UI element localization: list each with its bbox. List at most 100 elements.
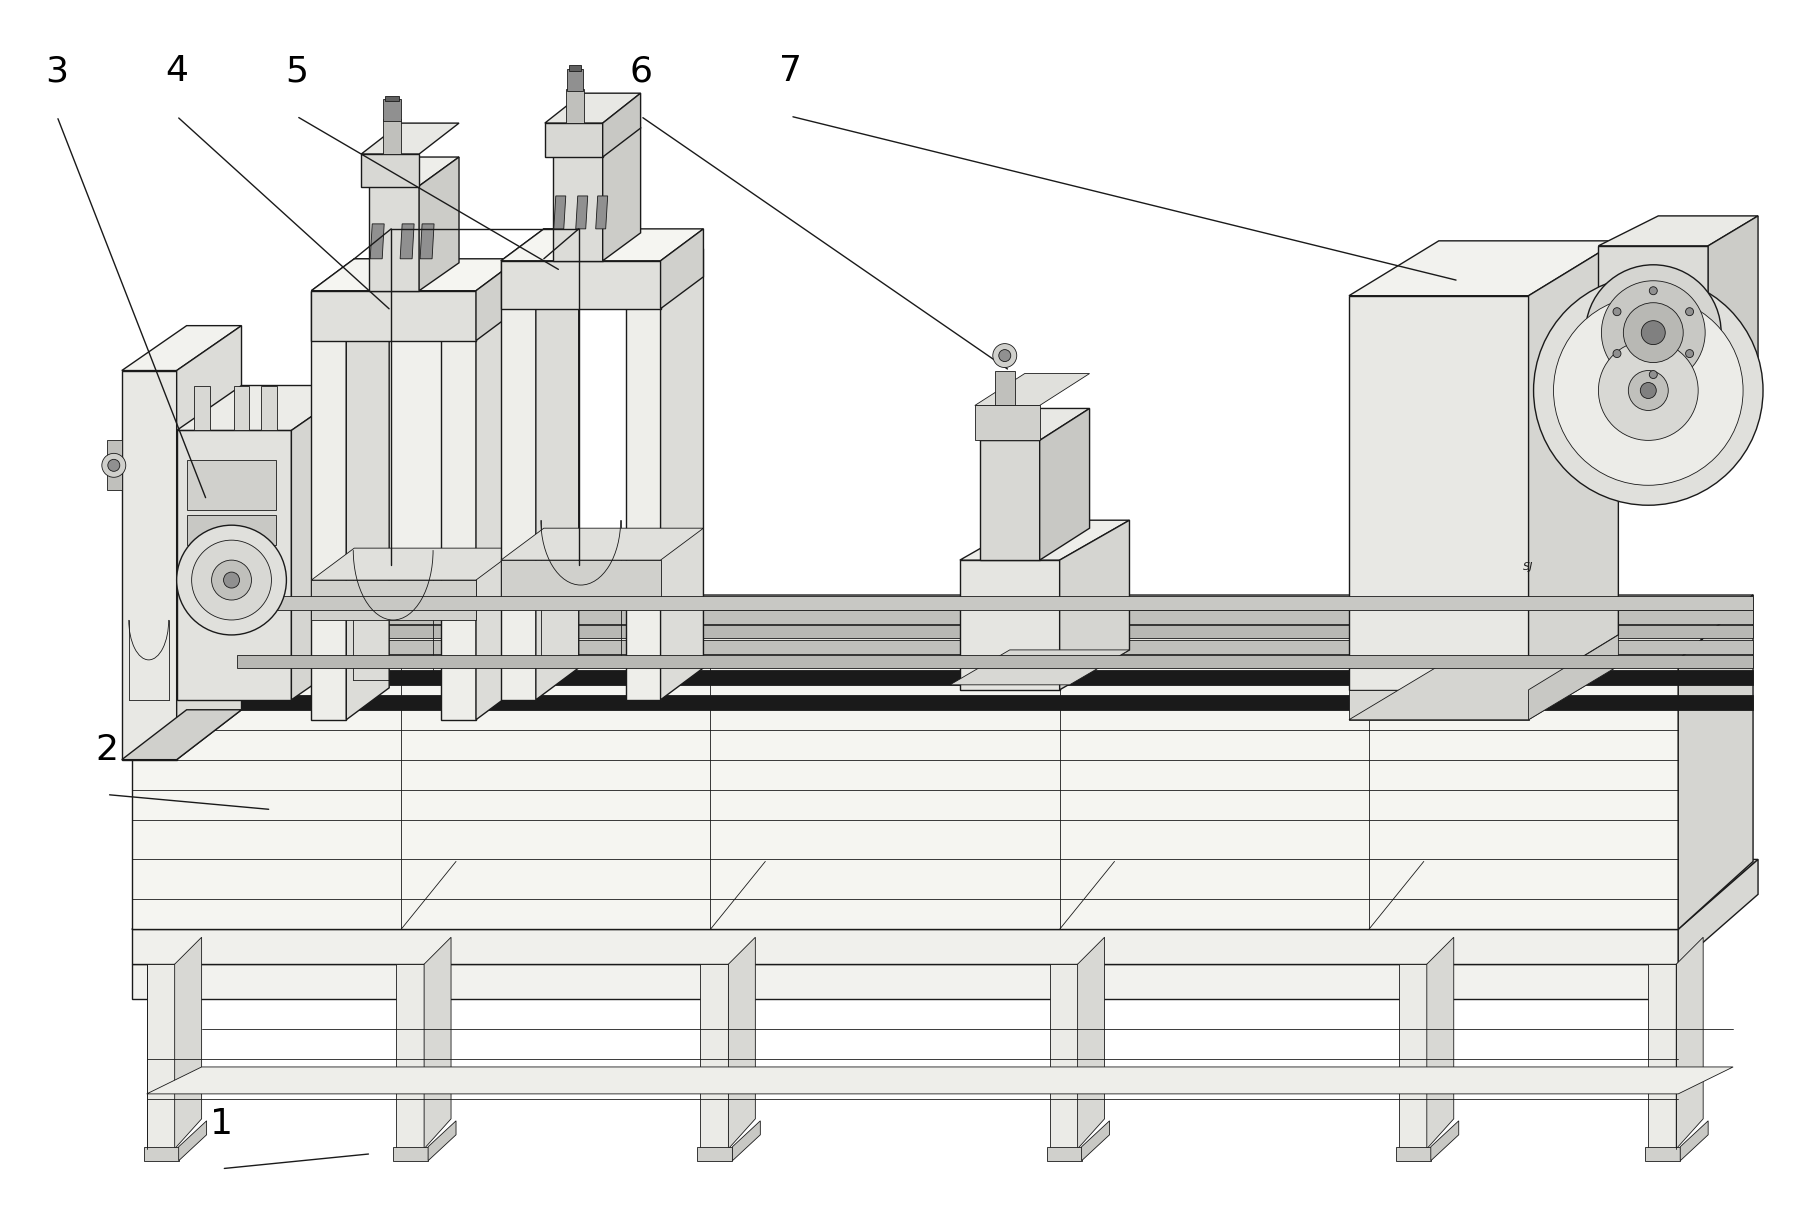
Polygon shape xyxy=(661,248,703,700)
Polygon shape xyxy=(1082,1121,1109,1161)
Polygon shape xyxy=(1046,1146,1082,1161)
Polygon shape xyxy=(576,196,587,229)
Polygon shape xyxy=(566,89,584,123)
Polygon shape xyxy=(237,695,1753,710)
Polygon shape xyxy=(107,441,121,490)
Polygon shape xyxy=(385,96,399,101)
Polygon shape xyxy=(237,610,1753,624)
Text: 4: 4 xyxy=(164,55,188,88)
Polygon shape xyxy=(1599,246,1708,420)
Polygon shape xyxy=(132,595,1753,660)
Polygon shape xyxy=(475,259,519,341)
Polygon shape xyxy=(1677,937,1704,1149)
Polygon shape xyxy=(553,127,641,156)
Polygon shape xyxy=(1395,1146,1431,1161)
Circle shape xyxy=(1614,349,1621,358)
Polygon shape xyxy=(311,291,475,341)
Polygon shape xyxy=(1679,859,1758,964)
Polygon shape xyxy=(625,281,661,700)
Circle shape xyxy=(108,459,119,471)
Circle shape xyxy=(1601,281,1706,385)
Polygon shape xyxy=(1059,520,1129,690)
Polygon shape xyxy=(661,229,703,309)
Polygon shape xyxy=(186,460,276,510)
Polygon shape xyxy=(121,710,242,759)
Polygon shape xyxy=(1350,690,1529,719)
Polygon shape xyxy=(369,157,459,186)
Polygon shape xyxy=(396,964,425,1149)
Polygon shape xyxy=(237,596,1753,610)
Text: 3: 3 xyxy=(45,55,69,88)
Polygon shape xyxy=(974,374,1090,405)
Polygon shape xyxy=(383,99,401,122)
Circle shape xyxy=(1641,382,1657,398)
Polygon shape xyxy=(132,964,1679,999)
Polygon shape xyxy=(425,937,452,1149)
Polygon shape xyxy=(237,655,1753,668)
Circle shape xyxy=(1585,265,1720,400)
Polygon shape xyxy=(996,370,1016,405)
Polygon shape xyxy=(175,937,202,1149)
Polygon shape xyxy=(553,196,566,229)
Polygon shape xyxy=(193,386,210,431)
Polygon shape xyxy=(569,66,580,72)
Polygon shape xyxy=(501,560,661,600)
Circle shape xyxy=(1599,341,1699,441)
Text: 2: 2 xyxy=(96,733,117,767)
Polygon shape xyxy=(361,155,419,187)
Polygon shape xyxy=(311,548,519,581)
Polygon shape xyxy=(960,560,1059,690)
Polygon shape xyxy=(1350,666,1619,719)
Polygon shape xyxy=(145,1146,179,1161)
Polygon shape xyxy=(950,650,1129,685)
Polygon shape xyxy=(546,123,604,157)
Polygon shape xyxy=(604,94,641,157)
Polygon shape xyxy=(383,119,401,155)
Polygon shape xyxy=(1431,1121,1458,1161)
Text: 7: 7 xyxy=(779,55,802,88)
Polygon shape xyxy=(354,259,544,595)
Polygon shape xyxy=(132,660,1679,930)
Polygon shape xyxy=(237,669,1753,685)
Polygon shape xyxy=(311,259,389,291)
Polygon shape xyxy=(233,386,249,431)
Text: SJ: SJ xyxy=(1523,562,1534,572)
Circle shape xyxy=(1534,276,1764,505)
Polygon shape xyxy=(394,1146,428,1161)
Polygon shape xyxy=(262,386,278,431)
Polygon shape xyxy=(146,964,175,1149)
Polygon shape xyxy=(475,279,519,719)
Circle shape xyxy=(999,349,1010,361)
Polygon shape xyxy=(979,409,1090,441)
Circle shape xyxy=(1614,308,1621,315)
Circle shape xyxy=(1650,287,1657,295)
Text: 6: 6 xyxy=(629,55,652,88)
Polygon shape xyxy=(1050,964,1077,1149)
Polygon shape xyxy=(1428,937,1455,1149)
Polygon shape xyxy=(441,310,475,719)
Polygon shape xyxy=(501,229,578,260)
Polygon shape xyxy=(567,69,582,91)
Polygon shape xyxy=(132,930,1679,964)
Polygon shape xyxy=(974,405,1039,441)
Polygon shape xyxy=(1529,241,1619,690)
Polygon shape xyxy=(237,626,1753,638)
Polygon shape xyxy=(428,1121,455,1161)
Circle shape xyxy=(1686,308,1693,315)
Polygon shape xyxy=(179,1121,206,1161)
Polygon shape xyxy=(1350,241,1619,296)
Polygon shape xyxy=(291,386,356,700)
Polygon shape xyxy=(121,370,177,759)
Polygon shape xyxy=(419,157,459,291)
Polygon shape xyxy=(604,127,641,260)
Polygon shape xyxy=(701,964,728,1149)
Polygon shape xyxy=(311,581,475,619)
Polygon shape xyxy=(419,224,434,259)
Polygon shape xyxy=(501,528,703,560)
Polygon shape xyxy=(177,431,291,700)
Polygon shape xyxy=(186,515,276,545)
Polygon shape xyxy=(1077,937,1104,1149)
Polygon shape xyxy=(146,1067,1733,1094)
Polygon shape xyxy=(1708,215,1758,420)
Circle shape xyxy=(1641,320,1666,344)
